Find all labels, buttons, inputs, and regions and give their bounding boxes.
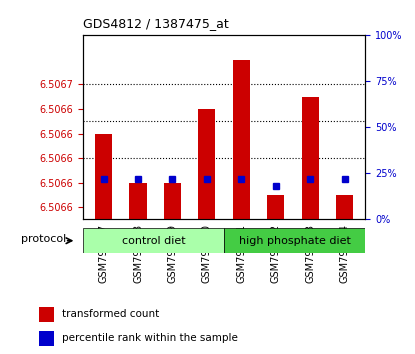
Bar [95,133,112,219]
Text: protocol: protocol [21,234,66,245]
Text: high phosphate diet: high phosphate diet [239,236,351,246]
Bar [267,195,284,219]
Bar [164,183,181,219]
Bar [336,195,353,219]
Bar [39,307,54,322]
Text: transformed count: transformed count [62,309,159,319]
Text: percentile rank within the sample: percentile rank within the sample [62,333,238,343]
Bar [198,109,215,219]
Bar [39,331,54,346]
Bar [233,60,250,219]
Bar [129,183,146,219]
Text: GDS4812 / 1387475_at: GDS4812 / 1387475_at [83,17,229,30]
Text: control diet: control diet [122,236,186,246]
Bar [302,97,319,219]
Bar [224,228,365,253]
Bar [83,228,224,253]
